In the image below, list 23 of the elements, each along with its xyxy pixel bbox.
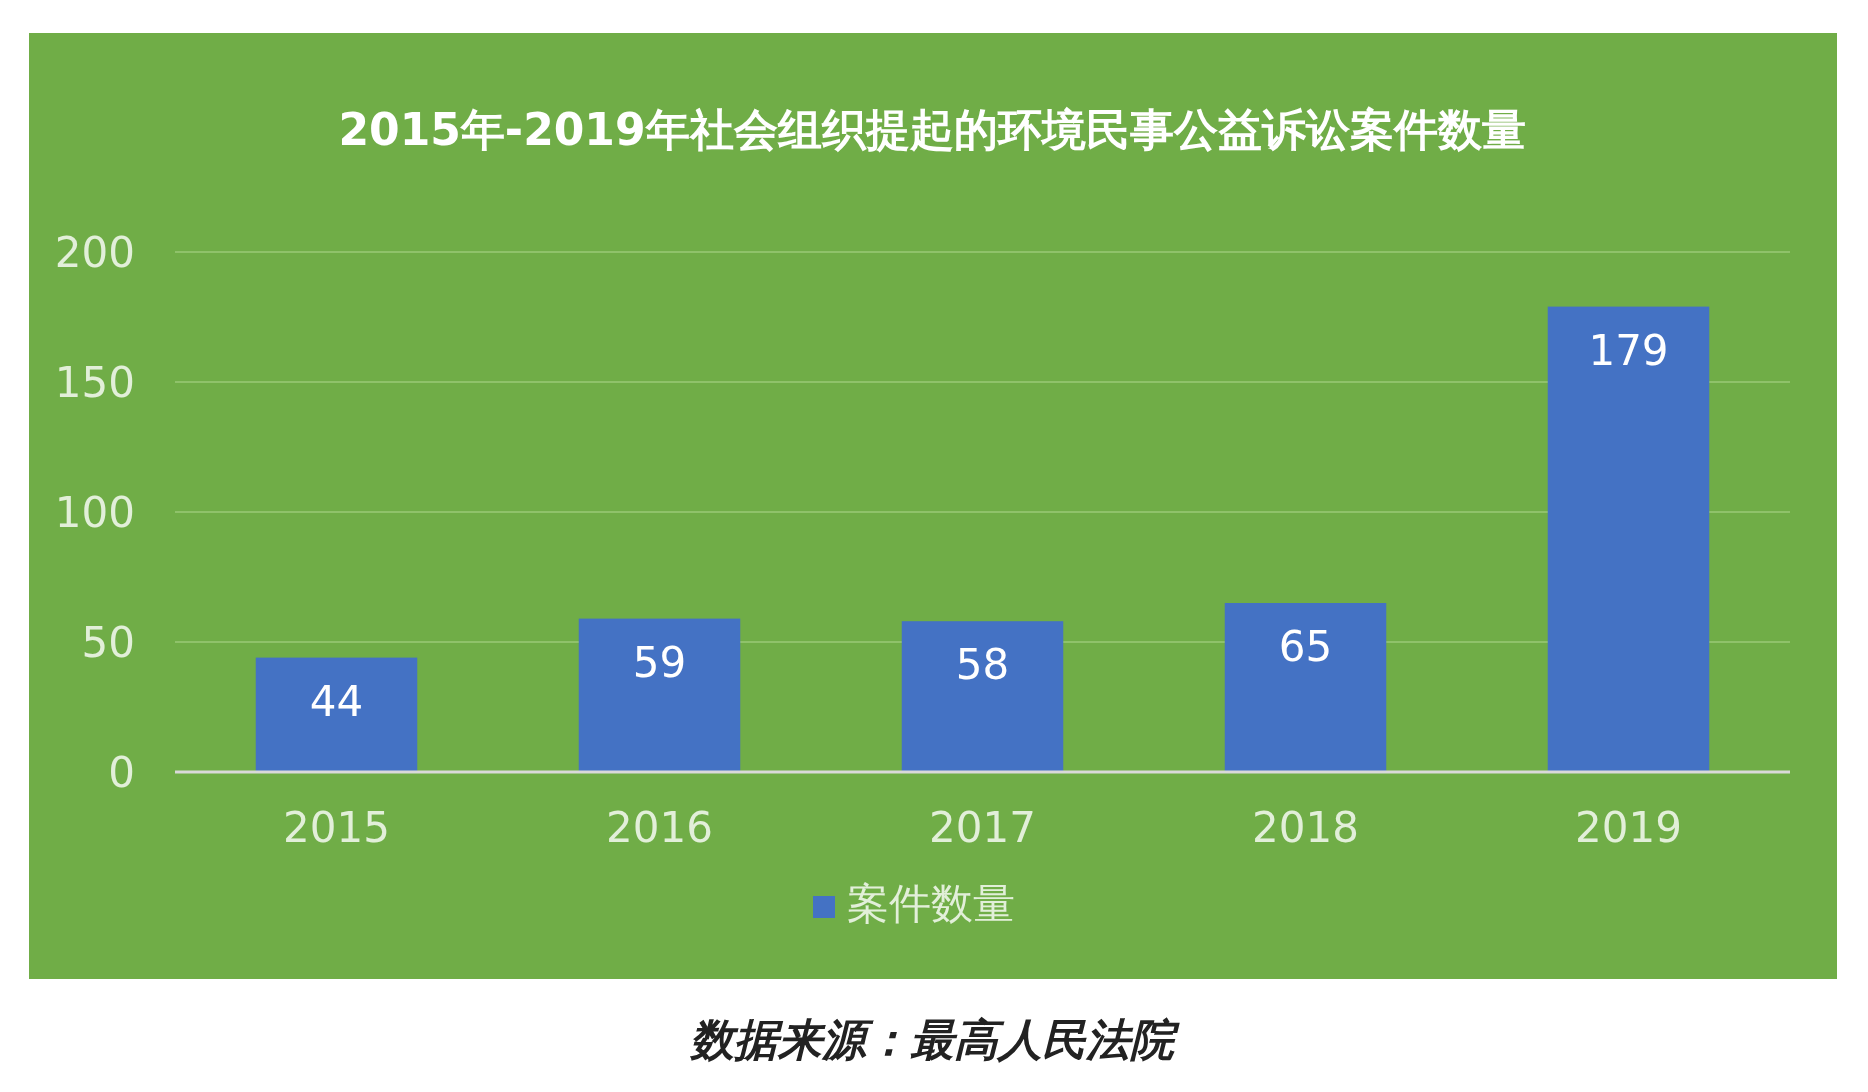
data-label: 58 — [955, 640, 1010, 690]
bar — [1547, 306, 1710, 772]
y-tick-label: 200 — [54, 228, 135, 277]
x-tick-label: 2018 — [1252, 803, 1359, 852]
bar — [901, 621, 1064, 772]
data-label: 44 — [309, 676, 364, 726]
x-tick-label: 2015 — [283, 803, 390, 852]
chart-title: 2015年-2019年社会组织提起的环境民事公益诉讼案件数量 — [338, 104, 1526, 155]
legend-label: 案件数量 — [847, 879, 1015, 928]
x-tick-label: 2016 — [606, 803, 713, 852]
x-tick-label: 2019 — [1575, 803, 1682, 852]
source-note: 数据来源：最高人民法院 — [689, 1014, 1180, 1065]
data-label: 59 — [632, 637, 687, 687]
bar — [578, 618, 741, 772]
data-label: 179 — [1588, 325, 1669, 375]
y-tick-label: 50 — [81, 618, 135, 667]
y-tick-label: 150 — [54, 358, 135, 407]
bar — [1224, 603, 1387, 772]
bar — [255, 657, 418, 772]
data-label: 65 — [1278, 622, 1333, 671]
y-tick-label: 0 — [108, 748, 135, 797]
x-tick-label: 2017 — [929, 803, 1036, 852]
y-tick-label: 100 — [54, 488, 135, 537]
